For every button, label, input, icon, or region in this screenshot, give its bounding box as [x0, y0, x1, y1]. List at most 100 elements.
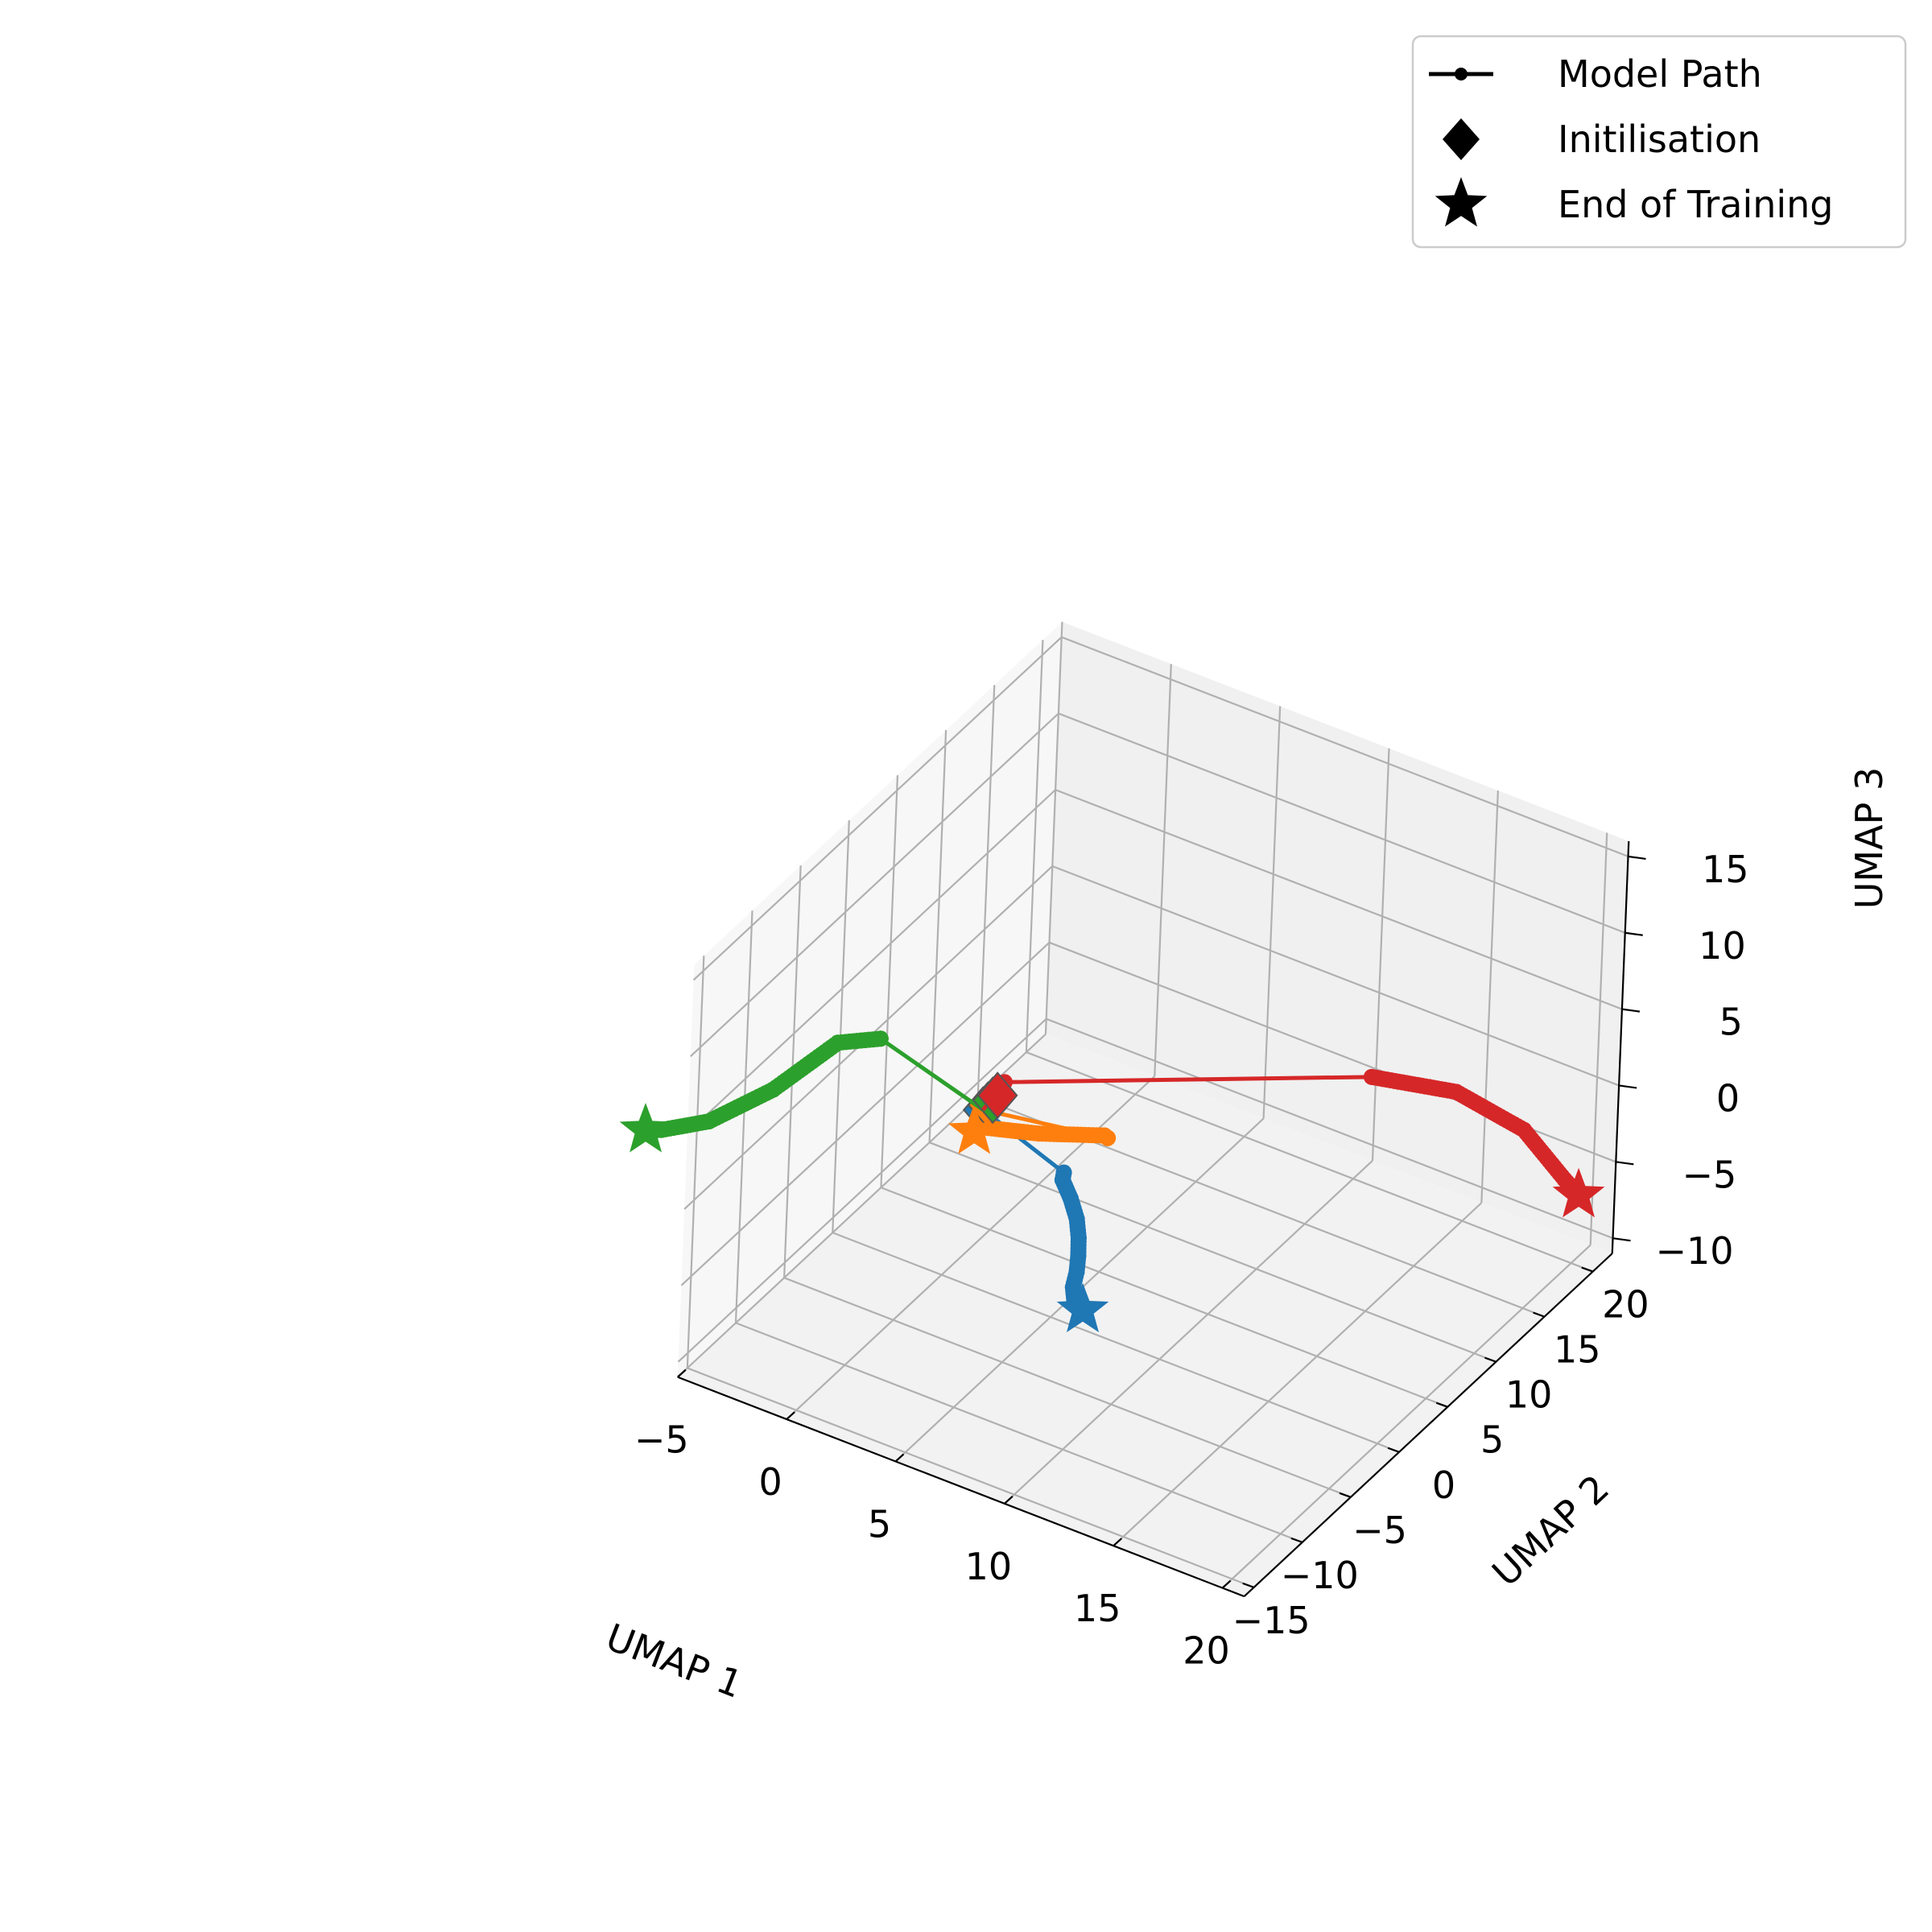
series-group	[619, 1030, 1605, 1332]
y-tick-mark	[1533, 1311, 1545, 1318]
grid-line	[832, 820, 850, 1233]
star-icon	[1435, 177, 1488, 227]
y-tick-label: −5	[1352, 1509, 1407, 1552]
grid-line	[686, 956, 705, 1368]
axis-lines	[677, 840, 1630, 1598]
z-tick-label: 5	[1719, 1001, 1743, 1044]
grid-line	[1004, 1160, 1373, 1505]
x-tick-label: 0	[759, 1460, 782, 1504]
grid-line	[687, 1367, 1255, 1588]
x-tick-mark	[1221, 1579, 1232, 1589]
y-tick-mark	[1435, 1402, 1448, 1408]
grid-line	[692, 636, 1063, 981]
y-tick-label: 10	[1505, 1373, 1553, 1417]
y-tick-mark	[1484, 1356, 1496, 1363]
z-tick-label: −10	[1655, 1229, 1733, 1273]
grid-line	[677, 1018, 1047, 1363]
x-tick-mark	[1004, 1496, 1013, 1505]
series-2	[619, 1030, 1013, 1153]
back-pane	[1045, 621, 1629, 1254]
grid-line	[1025, 639, 1044, 1053]
x-tick-label: 15	[1074, 1587, 1121, 1630]
grid-line	[735, 1322, 1303, 1543]
y-tick-label: 5	[1480, 1418, 1504, 1462]
z-tick-label: 10	[1699, 924, 1746, 968]
y-tick-mark	[1339, 1492, 1352, 1498]
axis-panes	[677, 621, 1629, 1597]
diamond-icon	[1443, 118, 1480, 160]
grid-line	[734, 910, 753, 1323]
y-tick-label: −10	[1281, 1554, 1359, 1597]
grid-line	[1221, 1244, 1591, 1589]
grid-line	[680, 942, 1051, 1286]
z-tick-label: −5	[1682, 1153, 1737, 1196]
grid-line	[1044, 621, 1063, 1034]
end-star-marker	[619, 1103, 672, 1153]
x-tick-mark	[1113, 1538, 1122, 1547]
y-tick-label: 15	[1554, 1328, 1601, 1372]
z-tick-mark	[1621, 1008, 1641, 1013]
grid-line	[1061, 636, 1629, 857]
z-axis-label: UMAP 3	[1847, 767, 1891, 909]
legend-label-initialisation: Initilisation	[1558, 118, 1761, 161]
series-3	[976, 1068, 1605, 1218]
y-tick-mark	[1581, 1266, 1594, 1273]
legend-frame	[1411, 35, 1907, 249]
legend: Model Path Initilisation End of Training	[1411, 35, 1907, 249]
grid-line	[881, 1187, 1448, 1408]
grid-line	[1058, 712, 1626, 934]
end-star-marker	[947, 1104, 1001, 1154]
grid-line	[1055, 789, 1623, 1010]
x-tick-label: −5	[634, 1418, 689, 1462]
grid-line	[690, 712, 1059, 1058]
floor-pane	[677, 1034, 1612, 1597]
x-tick-label: 10	[965, 1545, 1013, 1588]
left-pane	[677, 621, 1063, 1377]
y-tick-mark	[1242, 1582, 1255, 1588]
z-tick-mark	[1616, 1161, 1634, 1166]
z-tick-label: 15	[1702, 848, 1749, 891]
z-tick-mark	[1628, 855, 1646, 860]
grid-line	[687, 789, 1056, 1133]
grid-line	[1371, 748, 1390, 1161]
z-tick-mark	[1612, 1237, 1631, 1242]
legend-dot-icon	[1455, 68, 1468, 80]
grid-line	[783, 1277, 1352, 1498]
grid-line	[1051, 865, 1620, 1087]
series-1	[947, 1081, 1117, 1154]
y-tick-label: 20	[1602, 1283, 1649, 1327]
y-tick-label: 0	[1432, 1463, 1455, 1507]
gridlines	[677, 621, 1629, 1589]
z-tick-label: 0	[1716, 1076, 1740, 1120]
y-tick-mark	[1290, 1537, 1303, 1543]
x-tick-mark	[894, 1453, 905, 1463]
x-tick-mark	[677, 1368, 687, 1378]
y-tick-label: −15	[1232, 1599, 1311, 1642]
end-star-marker	[1056, 1282, 1109, 1332]
x-axis-line	[677, 1376, 1245, 1598]
legend-entry-end-of-training: End of Training	[1435, 177, 1834, 227]
grid-line	[1589, 832, 1608, 1245]
z-axis-line	[1611, 840, 1630, 1254]
x-tick-mark	[786, 1411, 795, 1420]
z-tick-mark	[1624, 931, 1643, 936]
grid-line	[1154, 663, 1172, 1077]
y-tick-mark	[1387, 1447, 1400, 1453]
grid-line	[1113, 1202, 1483, 1547]
x-tick-label: 5	[868, 1502, 891, 1546]
grid-line	[1046, 1018, 1613, 1240]
y-axis-line	[1243, 1253, 1613, 1597]
y-axis-label: UMAP 2	[1484, 1466, 1617, 1595]
grid-line	[1026, 1051, 1594, 1273]
grid-line	[976, 684, 996, 1098]
x-axis-label: UMAP 1	[601, 1615, 749, 1707]
init-diamond-marker	[976, 1071, 1018, 1120]
grid-line	[1480, 791, 1499, 1203]
grid-line	[929, 1141, 1496, 1363]
grid-line	[832, 1232, 1400, 1453]
grid-line	[1262, 706, 1282, 1119]
legend-entry-initialisation: Initilisation	[1443, 118, 1761, 161]
legend-label-model-path: Model Path	[1558, 52, 1762, 96]
